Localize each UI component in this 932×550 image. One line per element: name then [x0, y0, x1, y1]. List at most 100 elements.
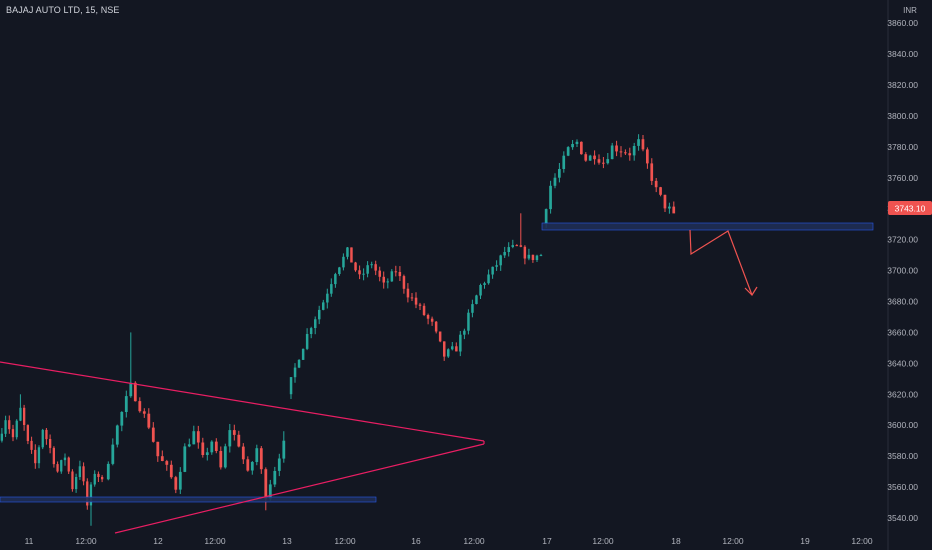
candle-body — [318, 309, 321, 320]
candle-body — [178, 471, 182, 490]
candle-body — [4, 420, 7, 434]
price-tick-label: 3860.00 — [887, 18, 918, 28]
candle-body — [641, 139, 645, 150]
candle-body — [523, 246, 527, 259]
candle-body — [78, 466, 81, 477]
candle-body — [169, 464, 173, 478]
candle-body — [511, 245, 514, 247]
time-axis[interactable]: 11 12:00 12 12:00 13 12:00 16 12:00 17 12:00 18 12:… — [25, 536, 873, 546]
candle-body — [597, 159, 601, 163]
candle-body — [133, 382, 137, 402]
candle-body — [314, 319, 317, 328]
candle-body — [646, 149, 649, 164]
projection-path — [689, 229, 753, 296]
candle-body — [322, 302, 325, 310]
candle-body — [174, 477, 178, 490]
candle-body — [89, 484, 93, 506]
candle-body — [97, 473, 100, 477]
candle-body — [558, 169, 561, 178]
candle-body — [438, 331, 442, 342]
candle-body — [370, 264, 373, 266]
price-tick-label: 3820.00 — [887, 80, 918, 90]
candle-body — [580, 141, 583, 155]
candle-body — [11, 429, 15, 438]
candle-body — [192, 431, 196, 445]
candle-body — [183, 446, 187, 472]
candle-body — [471, 304, 474, 313]
candle-body — [475, 295, 478, 304]
candle-body — [338, 267, 341, 274]
price-tick-label: 3680.00 — [887, 297, 918, 307]
candle-body — [305, 334, 309, 349]
candle-body — [293, 367, 297, 378]
candle-body — [30, 440, 33, 450]
candle-body — [659, 187, 662, 195]
candle-body — [37, 447, 41, 464]
candles-layer — [0, 134, 676, 526]
candle-body — [255, 448, 259, 462]
current-price-value: 3743.10 — [895, 204, 926, 214]
candle-body — [422, 305, 426, 315]
candle-body — [350, 247, 353, 263]
price-tick-label: 3700.00 — [887, 266, 918, 276]
candle-body — [650, 163, 654, 181]
candle-body — [326, 293, 329, 303]
price-tick-label: 3560.00 — [887, 482, 918, 492]
drawings-layer — [0, 222, 874, 534]
candle-body — [273, 471, 277, 485]
price-tick-label: 3640.00 — [887, 358, 918, 368]
candle-body — [151, 427, 155, 442]
candle-body — [147, 413, 151, 428]
time-tick-label: 12:00 — [851, 536, 873, 546]
candle-body — [223, 446, 227, 468]
candle-body — [115, 425, 119, 445]
candle-body — [606, 159, 610, 164]
candle-body — [378, 270, 381, 277]
time-tick-label: 12:00 — [722, 536, 744, 546]
candle-body — [52, 447, 55, 465]
candle-body — [610, 145, 614, 160]
candle-body — [362, 273, 365, 275]
candle-body — [593, 155, 596, 160]
candle-body — [544, 209, 548, 225]
candle-body — [23, 407, 26, 425]
candle-body — [358, 270, 361, 275]
candle-body — [402, 276, 406, 289]
candle-body — [515, 245, 518, 247]
candle-body — [443, 341, 446, 357]
candle-body — [672, 206, 676, 214]
candle-body — [390, 271, 394, 282]
candle-body — [301, 348, 305, 360]
candle-body — [447, 349, 450, 357]
price-tick-label: 3760.00 — [887, 173, 918, 183]
support-zone — [0, 496, 377, 503]
price-tick-label: 3580.00 — [887, 451, 918, 461]
candle-body — [588, 155, 592, 161]
candle-body — [487, 274, 490, 284]
candle-body — [451, 346, 454, 350]
candle-body — [418, 304, 422, 306]
candle-body — [398, 272, 402, 277]
price-tick-label: 3720.00 — [887, 235, 918, 245]
price-tick-label: 3600.00 — [887, 420, 918, 430]
candle-body — [15, 420, 18, 438]
candle-body — [0, 433, 3, 441]
candle-body — [219, 451, 223, 468]
resistance-zone — [541, 222, 874, 231]
candle-body — [394, 271, 398, 273]
candle-body — [67, 457, 70, 472]
time-tick-label: 12:00 — [592, 536, 614, 546]
candle-body — [507, 247, 510, 252]
candle-body — [575, 141, 579, 144]
time-tick-label: 12:00 — [463, 536, 485, 546]
candle-body — [264, 469, 268, 500]
symbol-title: BAJAJ AUTO LTD, 15, NSE — [6, 5, 120, 15]
price-tick-label: 3840.00 — [887, 49, 918, 59]
candle-body — [19, 407, 22, 421]
candle-body — [268, 484, 272, 500]
candle-body — [426, 315, 430, 319]
candle-body — [668, 206, 671, 209]
time-tick-label: 13 — [282, 536, 292, 546]
candle-body — [495, 265, 498, 267]
